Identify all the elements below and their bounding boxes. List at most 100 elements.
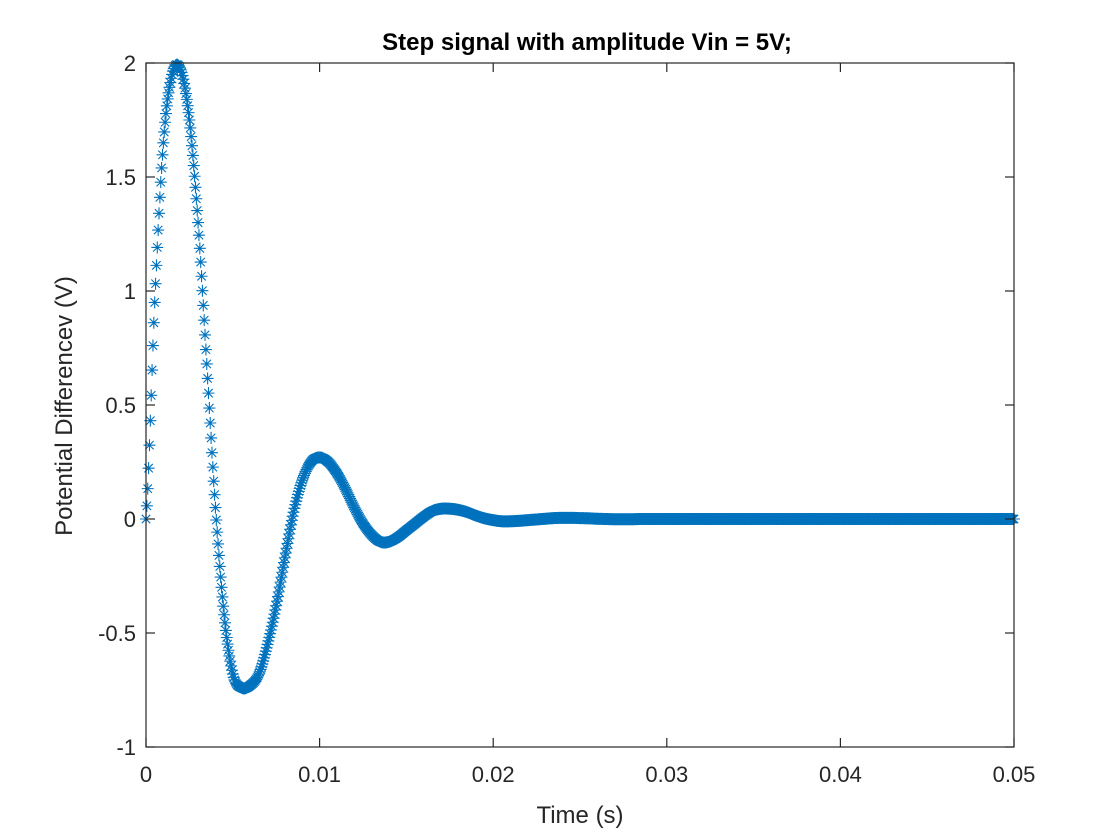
- data-point: [184, 121, 197, 134]
- data-point: [179, 82, 192, 95]
- data-point: [159, 107, 172, 120]
- data-point: [298, 467, 311, 480]
- data-point: [266, 616, 279, 629]
- data-point: [253, 665, 266, 678]
- data-point: [267, 612, 280, 625]
- data-point: [213, 560, 226, 573]
- data-point: [165, 72, 178, 85]
- data-point: [291, 488, 304, 501]
- data-point: [271, 595, 284, 608]
- data-point: [154, 176, 167, 189]
- data-point: [152, 224, 165, 237]
- data-point: [214, 571, 227, 584]
- data-point: [145, 389, 158, 402]
- data-point: [159, 116, 172, 129]
- data-point: [295, 476, 308, 489]
- data-point: [142, 462, 155, 475]
- data-point: [347, 499, 360, 512]
- data-point: [207, 475, 220, 488]
- data-point: [199, 328, 212, 341]
- data-point: [146, 339, 159, 352]
- data-point: [348, 501, 361, 514]
- data-point: [211, 526, 224, 539]
- data-point: [296, 474, 309, 487]
- data-point: [337, 479, 350, 492]
- data-point: [164, 76, 177, 89]
- data-point: [150, 259, 163, 272]
- y-tick-label: 2: [124, 51, 136, 76]
- data-point: [280, 542, 293, 555]
- data-point: [287, 506, 300, 519]
- data-point: [270, 599, 283, 612]
- data-point: [291, 491, 304, 504]
- data-point: [275, 571, 288, 584]
- data-point: [227, 671, 240, 684]
- data-point: [166, 68, 179, 81]
- y-tick-label: 1.5: [105, 165, 136, 190]
- data-point: [259, 645, 272, 658]
- data-point: [202, 387, 215, 400]
- data-point: [200, 357, 213, 370]
- data-point: [186, 149, 199, 162]
- data-point: [262, 634, 275, 647]
- data-point: [258, 651, 271, 664]
- data-point: [212, 537, 225, 550]
- data-point: [151, 241, 164, 254]
- data-point: [284, 518, 297, 531]
- data-point: [221, 638, 234, 651]
- data-point: [215, 581, 228, 594]
- data-point: [300, 463, 313, 476]
- data-point: [278, 551, 291, 564]
- data-point: [255, 660, 268, 673]
- data-point: [209, 501, 222, 514]
- data-point: [162, 86, 175, 99]
- data-point: [144, 414, 157, 427]
- data-point: [146, 364, 159, 377]
- data-point: [173, 61, 186, 74]
- data-point: [222, 644, 235, 657]
- data-point: [204, 417, 217, 430]
- y-tick-label: -0.5: [98, 621, 136, 646]
- data-point: [343, 492, 356, 505]
- data-point: [175, 66, 188, 79]
- data-point: [265, 620, 278, 633]
- data-point: [228, 673, 241, 686]
- y-tick-label: 0: [124, 507, 136, 532]
- data-point: [289, 498, 302, 511]
- data-point: [155, 161, 168, 174]
- data-point: [156, 148, 169, 161]
- data-point: [196, 284, 209, 297]
- data-point: [212, 549, 225, 562]
- data-point: [148, 296, 161, 309]
- data-point: [271, 590, 284, 603]
- data-point: [191, 204, 204, 217]
- data-point: [283, 527, 296, 540]
- data-point: [181, 99, 194, 112]
- y-tick-label: -1: [116, 735, 136, 760]
- data-markers: [140, 58, 1020, 695]
- data-point: [264, 623, 277, 636]
- data-point: [190, 192, 203, 205]
- data-point: [210, 514, 223, 527]
- data-point: [339, 483, 352, 496]
- x-tick-label: 0.04: [819, 762, 862, 787]
- data-point: [179, 87, 192, 100]
- axes: 0 0.01 0.02 0.03 0.04 0.05 -1 -0.5 0 0.5 1 1.5 2: [98, 51, 1035, 787]
- chart-title: Step signal with amplitude Vin = 5V;: [382, 29, 792, 56]
- data-point: [338, 481, 351, 494]
- data-point: [285, 514, 298, 527]
- data-point: [183, 114, 196, 126]
- data-point: [192, 229, 205, 242]
- data-point: [185, 130, 198, 143]
- data-point: [177, 73, 190, 86]
- data-point: [182, 106, 195, 119]
- data-point: [344, 494, 357, 507]
- data-point: [176, 69, 189, 82]
- data-point: [147, 316, 160, 329]
- data-point: [180, 93, 193, 106]
- data-point: [188, 170, 201, 183]
- x-tick-label: 0.02: [472, 762, 515, 787]
- data-point: [346, 498, 359, 511]
- data-point: [223, 649, 236, 662]
